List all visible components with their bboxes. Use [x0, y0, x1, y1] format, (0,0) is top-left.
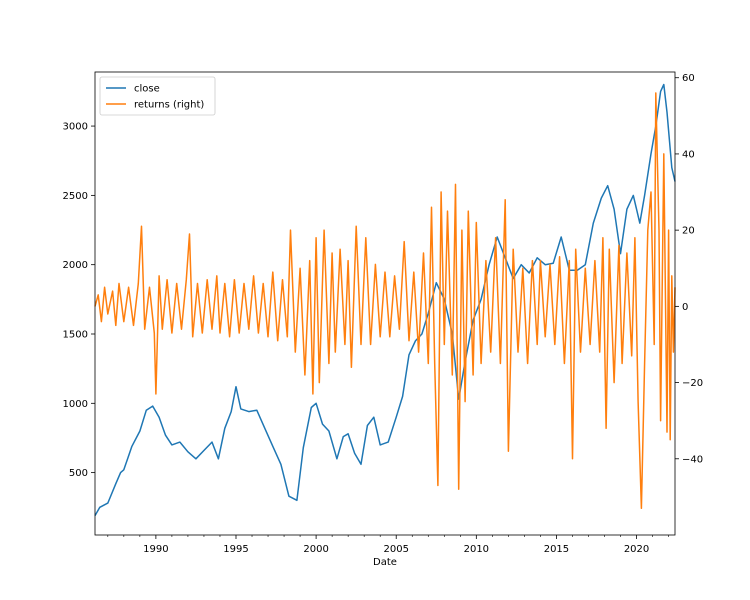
- left-y-tick-label: 1500: [63, 329, 88, 340]
- left-y-tick-label: 2500: [63, 191, 88, 202]
- series-line-close: [94, 83, 676, 516]
- left-y-axis: 500 1000 1500 2000 2500 3000: [63, 122, 95, 479]
- legend: close returns (right): [99, 76, 216, 116]
- right-y-tick-label: 20: [682, 226, 695, 237]
- plot-frame: [94, 71, 676, 536]
- x-tick-label: 2000: [303, 544, 328, 555]
- x-tick-label: 1990: [143, 544, 168, 555]
- x-axis: 1990 1995 2000 2005 2010 2015 2020: [107, 535, 669, 555]
- left-y-tick-label: 2000: [63, 260, 88, 271]
- series-line-returns: [94, 92, 676, 510]
- right-y-axis: −40 −20 0 20 40 60: [675, 73, 703, 465]
- right-y-tick-label: −40: [682, 454, 703, 465]
- x-tick-label: 1995: [223, 544, 248, 555]
- series-layer: [94, 83, 676, 516]
- x-tick-label: 2015: [544, 544, 569, 555]
- legend-entry-label: returns (right): [134, 100, 204, 111]
- right-y-tick-label: 40: [682, 149, 695, 160]
- right-y-tick-label: 60: [682, 73, 695, 84]
- x-tick-label: 2020: [624, 544, 649, 555]
- legend-entry-label: close: [134, 84, 160, 95]
- legend-box: [99, 76, 216, 116]
- x-tick-label: 2005: [383, 544, 408, 555]
- x-axis-label: Date: [373, 557, 397, 568]
- left-y-tick-label: 3000: [63, 122, 88, 133]
- left-y-tick-label: 500: [69, 468, 88, 479]
- x-tick-label: 2010: [464, 544, 489, 555]
- left-y-tick-label: 1000: [63, 399, 88, 410]
- right-y-tick-label: 0: [682, 302, 688, 313]
- right-y-tick-label: −20: [682, 378, 703, 389]
